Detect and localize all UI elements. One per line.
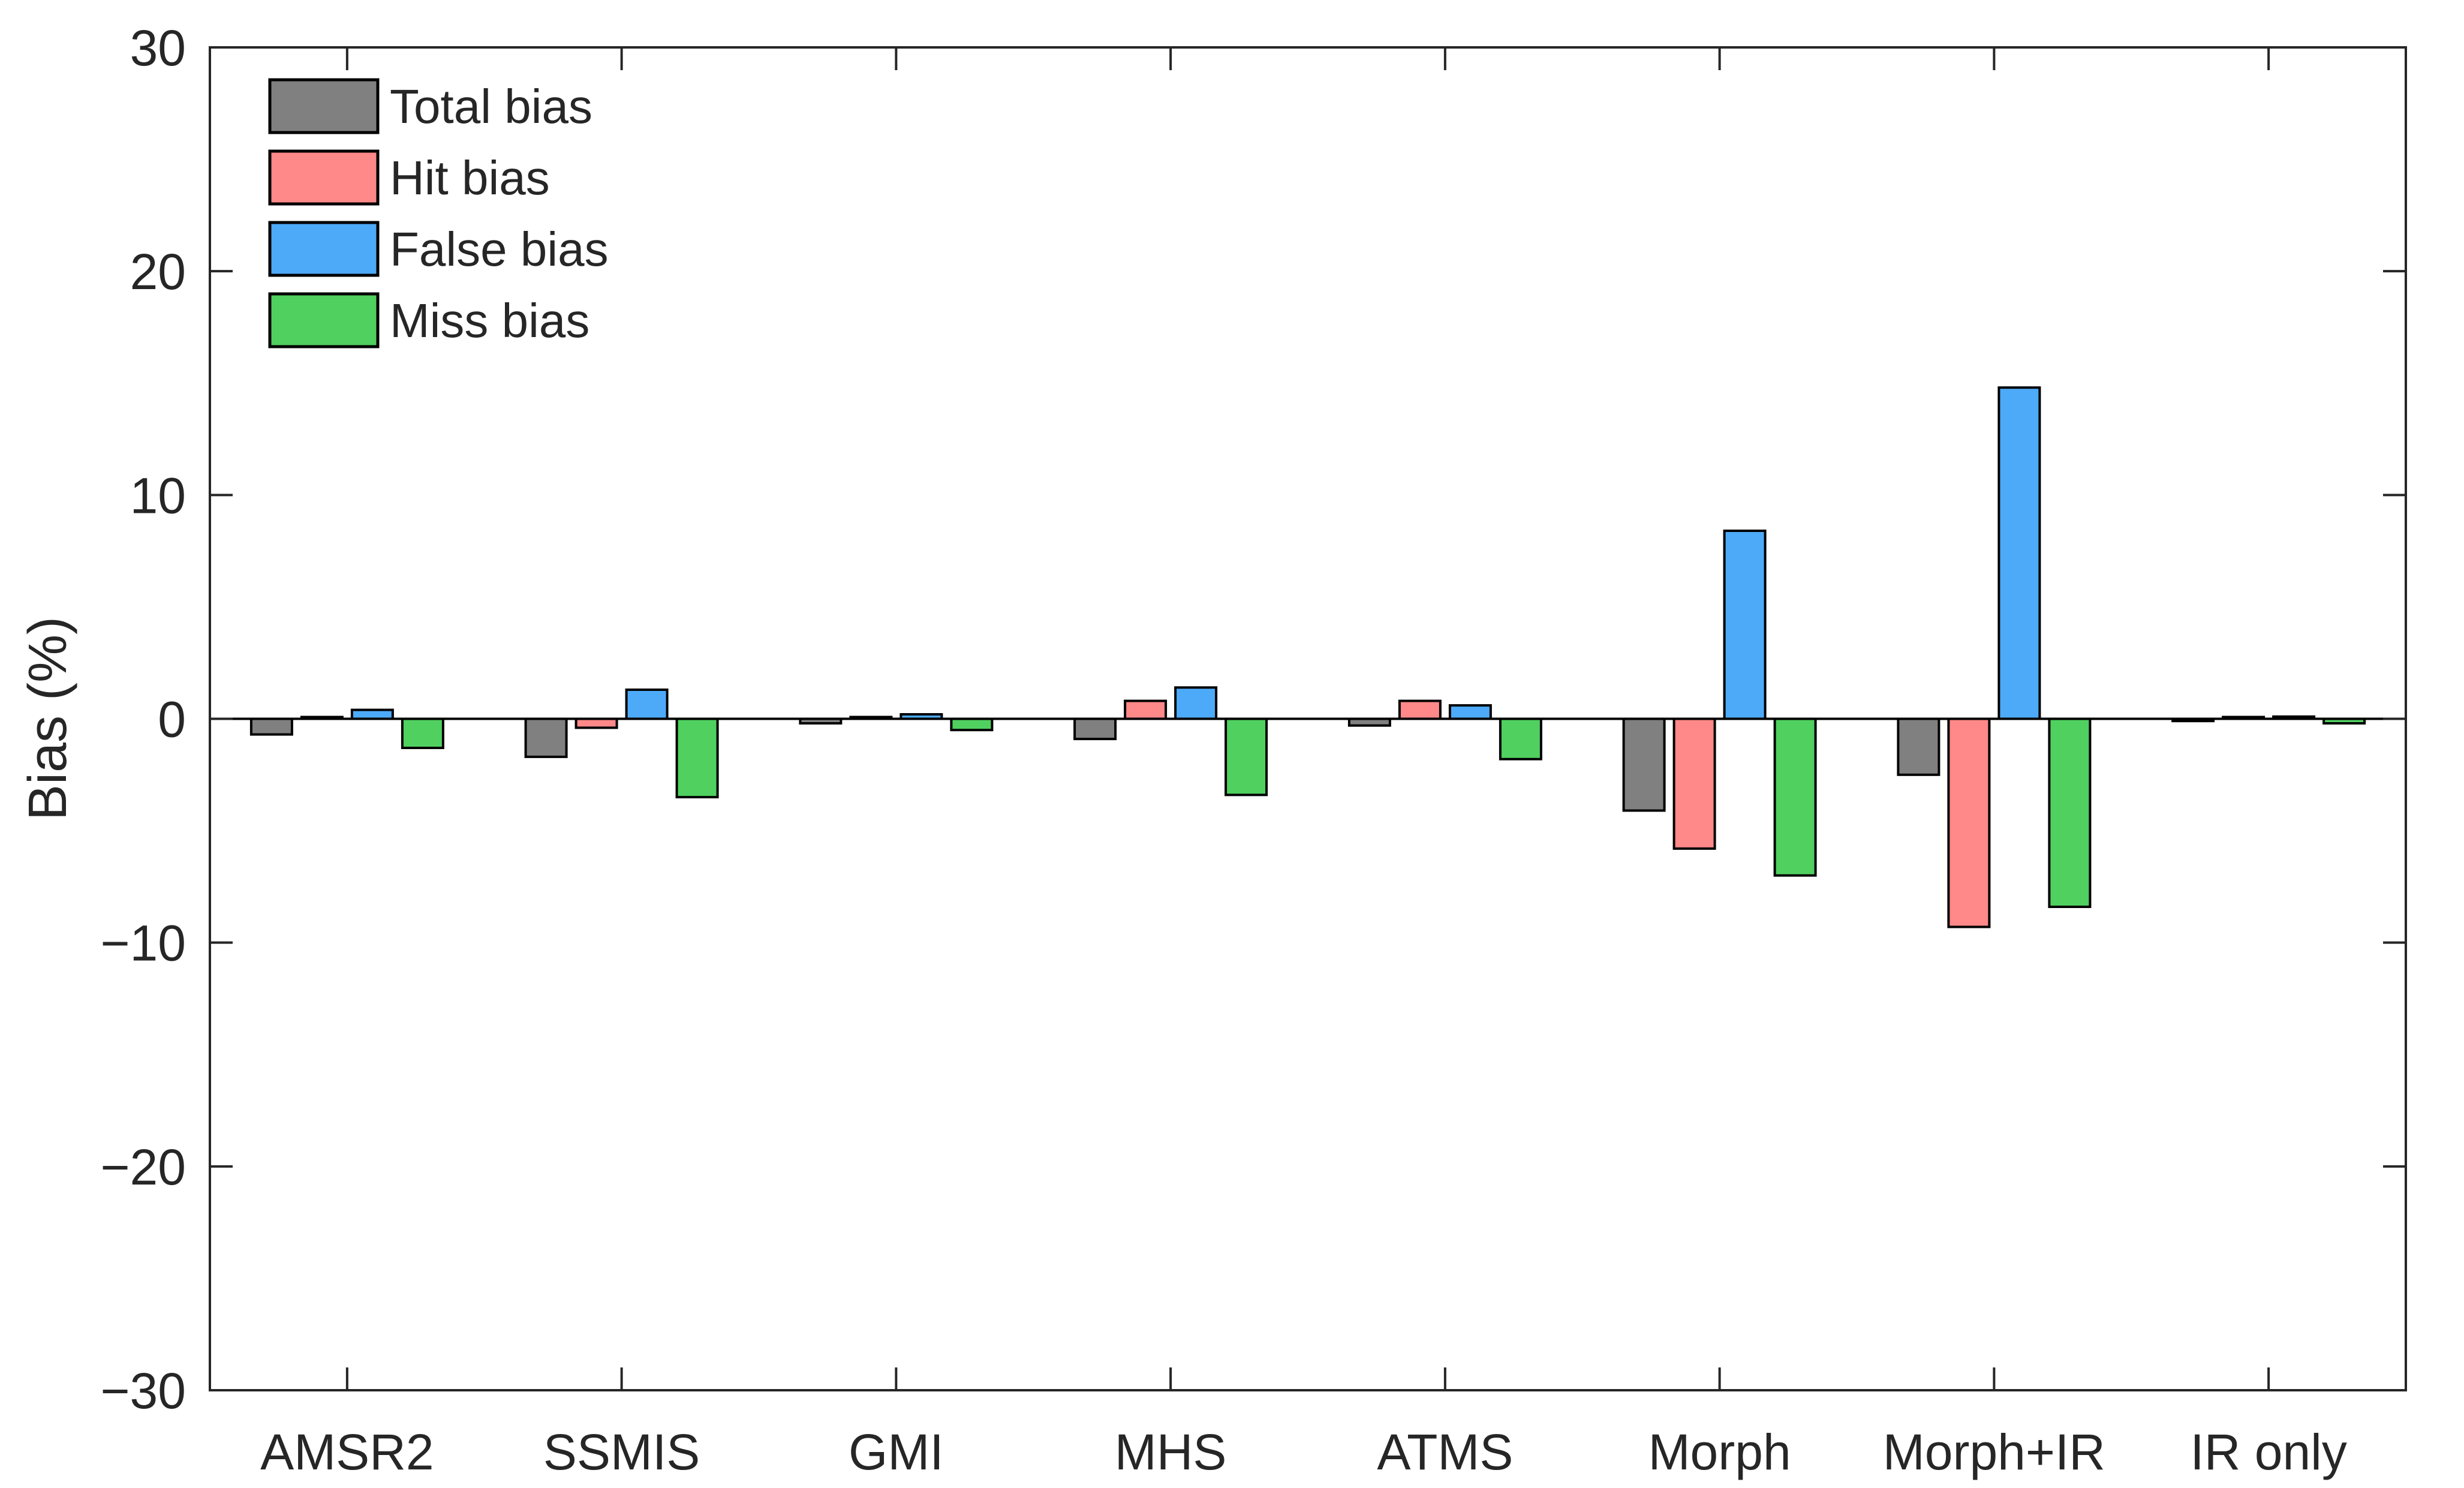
y-tick-label: 0 [158, 692, 186, 748]
y-tick-label: −20 [101, 1139, 186, 1195]
x-tick-label: Morph [1648, 1424, 1791, 1480]
bar-miss-bias [675, 717, 719, 799]
bar-false-bias [625, 689, 669, 720]
bar-total-bias [249, 717, 293, 736]
bar-hit-bias [1124, 699, 1168, 720]
legend-label-hit-bias: Hit bias [390, 151, 550, 205]
bar-hit-bias [574, 717, 618, 729]
bar-false-bias [350, 708, 394, 720]
bar-miss-bias [2048, 717, 2092, 908]
x-tick-label: AMSR2 [260, 1424, 434, 1480]
bar-miss-bias [950, 717, 994, 732]
bar-hit-bias [1672, 717, 1716, 850]
x-tick-label: ATMS [1377, 1424, 1513, 1480]
legend-label-total-bias: Total bias [390, 80, 592, 133]
legend-label-miss-bias: Miss bias [390, 294, 589, 347]
y-tick-label: 20 [130, 244, 186, 300]
bar-hit-bias [1947, 717, 1991, 928]
legend-swatch-miss-bias [268, 292, 380, 348]
x-tick-label: GMI [849, 1424, 944, 1480]
x-tick-label: MHS [1115, 1424, 1227, 1480]
bar-total-bias [1073, 717, 1117, 741]
bar-total-bias [1622, 717, 1666, 812]
y-axis-title: Bias (%) [18, 617, 78, 820]
bar-hit-bias [1398, 699, 1442, 720]
bar-miss-bias [401, 717, 444, 749]
bar-miss-bias [1773, 717, 1817, 877]
legend: Total bias Hit bias False bias Miss bias [268, 78, 609, 348]
bar-total-bias [1897, 717, 1940, 776]
bar-false-bias [1448, 704, 1492, 720]
y-tick-label: −30 [101, 1363, 186, 1419]
y-tick-label: 30 [130, 20, 186, 76]
bar-false-bias [1174, 686, 1218, 720]
x-tick-label: Morph+IR [1883, 1424, 2105, 1480]
bars-layer [249, 386, 2366, 928]
legend-swatch-total-bias [268, 78, 380, 134]
ticks-layer: −30 −20 −10 0 10 20 30 AMSR2 SSMIS GMI MHS ATMS Morp… [101, 20, 2406, 1480]
legend-swatch-false-bias [268, 221, 380, 277]
bar-miss-bias [1225, 717, 1268, 796]
bar-total-bias [524, 717, 568, 758]
bar-false-bias [1997, 386, 2041, 720]
y-tick-label: 10 [130, 467, 186, 524]
bar-false-bias [1723, 530, 1767, 720]
x-tick-label: IR only [2190, 1424, 2346, 1480]
y-tick-label: −10 [101, 915, 186, 972]
x-tick-label: SSMIS [543, 1424, 700, 1480]
legend-label-false-bias: False bias [390, 223, 609, 276]
bar-miss-bias [1499, 717, 1542, 760]
legend-swatch-hit-bias [268, 149, 380, 206]
